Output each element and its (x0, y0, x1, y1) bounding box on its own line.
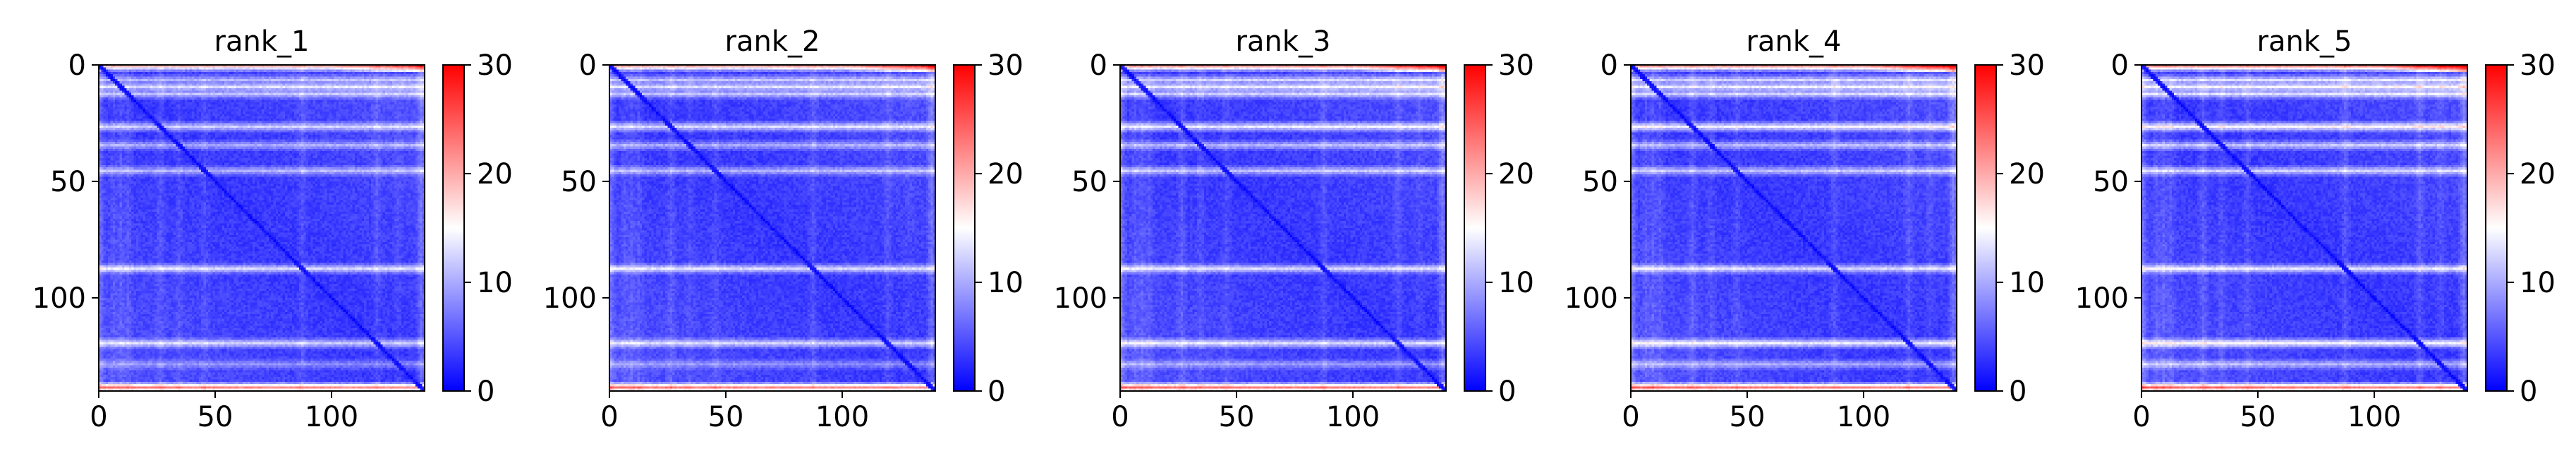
colorbar (953, 64, 976, 392)
y-tick-label: 50 (2093, 166, 2129, 198)
x-tick-label: 0 (1111, 401, 1129, 433)
colorbar (1464, 64, 1486, 392)
panel-2: rank_2 0 50 100 0 50 100 0 10 20 30 (543, 25, 1023, 433)
colorbar-tick-label: 20 (988, 158, 1023, 191)
heatmap-image (2141, 65, 2467, 391)
heatmap-image (99, 65, 425, 391)
colorbar-tick-label: 30 (1498, 49, 1534, 82)
y-tick-label: 0 (68, 49, 86, 82)
x-tick-label: 50 (1219, 401, 1255, 433)
colorbar-tick-label: 20 (477, 158, 513, 191)
axes-frame (1119, 64, 1447, 392)
colorbar-tick-label: 20 (2520, 158, 2556, 191)
colorbar-tick-label: 30 (988, 49, 1023, 82)
colorbar-tick-label: 20 (1498, 158, 1534, 191)
axes-frame (98, 64, 425, 392)
y-tick-label: 100 (543, 282, 597, 315)
x-tick-label: 0 (1622, 401, 1639, 433)
panel-3: rank_3 0 50 100 0 50 100 0 10 20 30 (1054, 25, 1534, 433)
colorbar-tick-label: 10 (477, 267, 513, 299)
colorbar-tick-label: 20 (2009, 158, 2045, 191)
x-tick-label: 100 (815, 401, 869, 433)
x-tick-label: 100 (1326, 401, 1380, 433)
axes-frame (1630, 64, 1957, 392)
colorbar-tick-label: 10 (2009, 267, 2045, 299)
y-tick-label: 0 (2111, 49, 2129, 82)
colorbar-tick-label: 30 (2009, 49, 2045, 82)
x-tick-label: 50 (198, 401, 233, 433)
colorbar-tick-label: 10 (1498, 267, 1534, 299)
y-tick-label: 100 (1054, 282, 1107, 315)
colorbar-tick-label: 0 (988, 375, 1005, 408)
y-tick-label: 50 (50, 166, 86, 198)
x-tick-label: 0 (600, 401, 618, 433)
colorbar-tick-label: 0 (1498, 375, 1516, 408)
y-tick-label: 100 (32, 282, 86, 315)
x-tick-label: 50 (708, 401, 744, 433)
panel-title: rank_4 (1746, 25, 1842, 58)
colorbar (2485, 64, 2508, 392)
x-tick-label: 0 (90, 401, 107, 433)
colorbar (1974, 64, 1997, 392)
colorbar-tick-label: 10 (988, 267, 1023, 299)
colorbar (442, 64, 465, 392)
y-tick-label: 0 (1600, 49, 1618, 82)
panel-title: rank_3 (1236, 25, 1331, 58)
x-tick-label: 0 (2132, 401, 2150, 433)
x-tick-label: 50 (2240, 401, 2276, 433)
heatmap-image (1120, 65, 1446, 391)
axes-frame (2141, 64, 2468, 392)
y-tick-label: 50 (1071, 166, 1107, 198)
colorbar-tick-label: 30 (477, 49, 513, 82)
panel-5: rank_5 0 50 100 0 50 100 0 10 20 30 (2075, 25, 2556, 433)
heatmap-image (1631, 65, 1957, 391)
colorbar-tick-label: 0 (2520, 375, 2537, 408)
panel-title: rank_5 (2257, 25, 2352, 58)
y-tick-label: 50 (561, 166, 597, 198)
colorbar-tick-label: 30 (2520, 49, 2556, 82)
y-tick-label: 50 (1582, 166, 1618, 198)
y-tick-label: 100 (1565, 282, 1618, 315)
panel-title: rank_2 (725, 25, 820, 58)
x-tick-label: 50 (1730, 401, 1766, 433)
heatmap-image (609, 65, 935, 391)
axes-frame (609, 64, 936, 392)
x-tick-label: 100 (305, 401, 358, 433)
colorbar-tick-label: 0 (2009, 375, 2027, 408)
panel-1: rank_1 0 50 100 0 50 100 0 10 20 30 (32, 25, 513, 433)
y-tick-label: 0 (1090, 49, 1107, 82)
colorbar-tick-label: 10 (2520, 267, 2556, 299)
colorbar-tick-label: 0 (477, 375, 494, 408)
y-tick-label: 0 (579, 49, 597, 82)
panel-4: rank_4 0 50 100 0 50 100 0 10 20 30 (1565, 25, 2045, 433)
y-tick-label: 100 (2075, 282, 2129, 315)
panel-title: rank_1 (214, 25, 310, 58)
x-tick-label: 100 (2347, 401, 2401, 433)
x-tick-label: 100 (1837, 401, 1890, 433)
